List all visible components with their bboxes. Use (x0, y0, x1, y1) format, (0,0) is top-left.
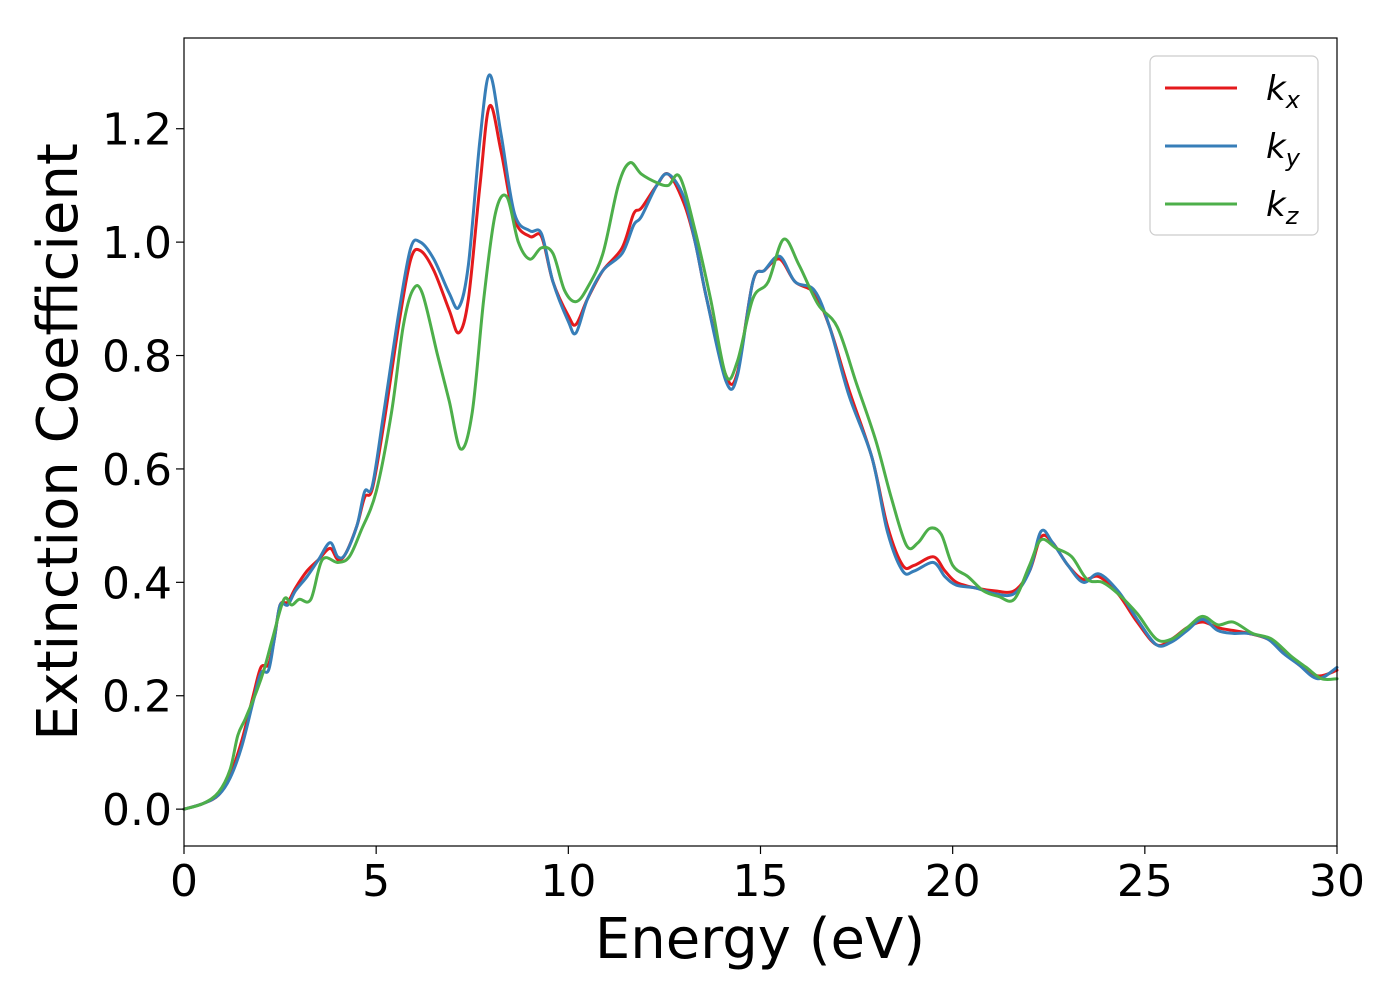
x-axis-ticks: 0 5 10 15 20 25 30 (170, 846, 1365, 907)
x-tick-label: 20 (925, 856, 981, 907)
legend-label-z: kz (1266, 185, 1300, 230)
y-tick-label: 1.0 (102, 218, 172, 269)
y-tick-label: 1.2 (102, 105, 172, 156)
x-axis-title: Energy (eV) (595, 907, 925, 972)
plot-area (184, 38, 1337, 846)
y-tick-label: 0.6 (102, 445, 172, 496)
x-tick-label: 10 (540, 856, 596, 907)
series-line-y (182, 73, 1339, 811)
y-tick-label: 0.8 (102, 332, 172, 383)
x-tick-label: 15 (733, 856, 789, 907)
y-axis-title: Extinction Coefficient (26, 143, 91, 741)
legend-entries: kx ky kz (1165, 69, 1301, 230)
legend-label-x: kx (1266, 69, 1301, 114)
series-line-z (182, 161, 1339, 811)
y-tick-label: 0.4 (102, 558, 172, 609)
x-tick-label: 5 (362, 856, 390, 907)
x-tick-label: 30 (1309, 856, 1365, 907)
legend-label-y: ky (1266, 127, 1301, 172)
legend: kx ky kz (1149, 55, 1319, 236)
y-axis-ticks: 0.0 0.2 0.4 0.6 0.8 1.0 1.2 (102, 105, 184, 836)
x-tick-label: 0 (170, 856, 198, 907)
y-tick-label: 0.2 (102, 672, 172, 723)
series-layer (182, 73, 1339, 811)
x-tick-label: 25 (1117, 856, 1173, 907)
y-tick-label: 0.0 (102, 785, 172, 836)
